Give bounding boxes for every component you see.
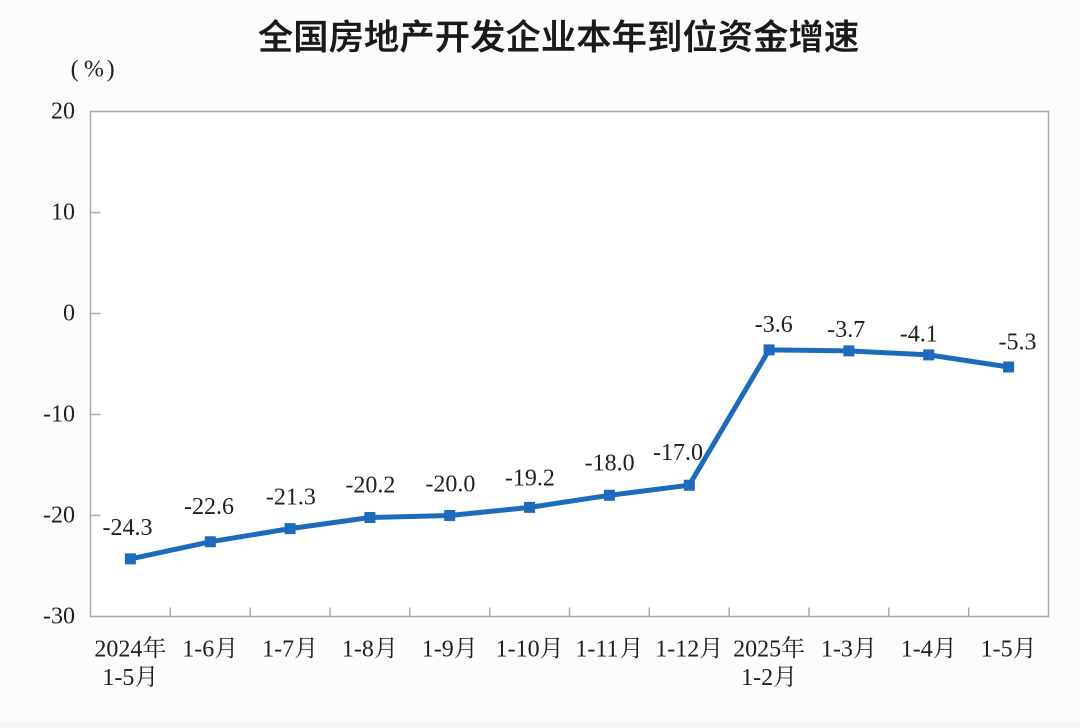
svg-text:-17.0: -17.0	[653, 440, 703, 466]
svg-text:2025: 2025	[733, 637, 781, 663]
svg-text:1-5: 1-5	[102, 665, 134, 691]
svg-text:-20.2: -20.2	[345, 472, 395, 498]
svg-text:1-9: 1-9	[422, 637, 454, 663]
svg-text:1-10: 1-10	[496, 637, 540, 663]
svg-text:1-12: 1-12	[655, 637, 699, 663]
svg-text:): )	[107, 57, 115, 83]
svg-text:1-6: 1-6	[182, 637, 214, 663]
svg-text:-24.3: -24.3	[103, 515, 153, 541]
svg-text:-20.0: -20.0	[425, 472, 475, 498]
svg-text:-10: -10	[43, 402, 75, 428]
svg-text:-20: -20	[43, 503, 75, 529]
svg-text:1-8: 1-8	[342, 637, 374, 663]
svg-text:-3.6: -3.6	[755, 312, 793, 338]
svg-text:-21.3: -21.3	[266, 485, 316, 511]
svg-text:-30: -30	[43, 604, 75, 630]
svg-text:10: 10	[51, 200, 75, 226]
svg-text:1-11: 1-11	[575, 637, 618, 663]
svg-text:-18.0: -18.0	[585, 450, 635, 476]
svg-text:%: %	[84, 57, 104, 83]
svg-text:1-5: 1-5	[981, 637, 1013, 663]
svg-text:-19.2: -19.2	[505, 466, 555, 492]
svg-text:-3.7: -3.7	[827, 317, 865, 343]
svg-text:1-7: 1-7	[262, 637, 294, 663]
svg-text:1-3: 1-3	[821, 637, 853, 663]
svg-text:2024: 2024	[94, 637, 142, 663]
svg-text:20: 20	[51, 99, 75, 125]
svg-text:-5.3: -5.3	[999, 330, 1037, 356]
svg-text:1-2: 1-2	[741, 665, 773, 691]
svg-text:-4.1: -4.1	[900, 322, 938, 348]
svg-text:1-4: 1-4	[901, 637, 933, 663]
svg-text:(: (	[71, 57, 79, 83]
svg-text:-22.6: -22.6	[184, 494, 234, 520]
svg-text:0: 0	[63, 301, 75, 327]
